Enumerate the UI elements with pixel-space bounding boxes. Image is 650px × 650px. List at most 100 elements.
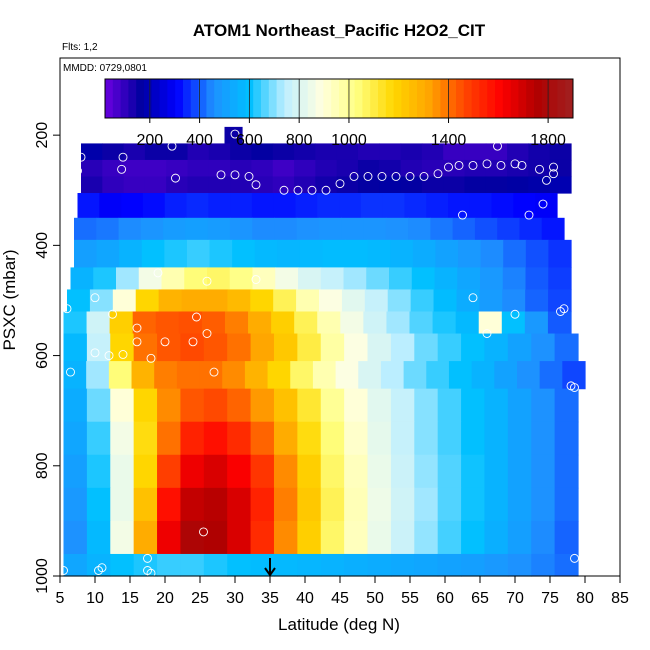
colorbar-segment [448, 79, 457, 118]
heatmap-cell [554, 553, 579, 577]
heatmap-cell [86, 421, 111, 456]
heatmap-cell [461, 520, 486, 555]
heatmap-cell [273, 388, 298, 423]
heatmap-cell [410, 289, 435, 313]
heatmap-cell [562, 361, 586, 390]
y-axis-label: PSXC (mbar) [0, 249, 19, 350]
heatmap-cell [390, 421, 415, 456]
heatmap-cell [464, 143, 487, 161]
observation-point [192, 312, 201, 322]
heatmap-cell [296, 289, 320, 313]
heatmap-cell [340, 311, 364, 335]
colorbar-segment [339, 79, 348, 118]
heatmap-cell [227, 388, 252, 423]
heatmap-cell [116, 267, 140, 291]
colorbar-segment [354, 79, 363, 118]
colorbar-segment [268, 79, 278, 118]
heatmap-cell [250, 454, 275, 489]
heatmap-cell [528, 159, 551, 178]
heatmap-cell [426, 361, 450, 390]
observation-point [90, 348, 100, 358]
heatmap-cell [290, 361, 314, 390]
heatmap-cell [387, 289, 412, 313]
heatmap-cell [123, 159, 146, 178]
colorbar-segment [261, 79, 270, 118]
heatmap-cell [74, 239, 98, 269]
heatmap-cell [77, 193, 100, 219]
heatmap-cell [379, 176, 402, 194]
heatmap-cell [502, 289, 526, 313]
latitude-marker-arrow [264, 558, 276, 577]
heatmap-cell [164, 239, 188, 269]
heatmap-cell [364, 289, 389, 313]
heatmap-cell [531, 388, 556, 423]
heatmap-cell [180, 421, 205, 456]
heatmap-cell [184, 267, 208, 291]
heatmap-cell [108, 361, 133, 390]
heatmap-cell [461, 333, 486, 362]
y-tick-label: 1000 [34, 558, 51, 594]
heatmap-cell [224, 311, 249, 335]
heatmap-cell [409, 311, 434, 335]
heatmap-cell [185, 217, 209, 241]
heatmap-cell [227, 421, 252, 456]
heatmap-cell [554, 487, 579, 522]
heatmap-cell [315, 176, 338, 194]
observation-point [132, 337, 142, 347]
observation-point [143, 553, 152, 563]
observation-point [279, 185, 289, 195]
heatmap-cell [390, 239, 414, 269]
heatmap-cell [132, 311, 157, 335]
heatmap-cell [203, 333, 228, 362]
heatmap-cell [549, 159, 572, 178]
heatmap-cell [437, 388, 462, 423]
observation-points [59, 129, 579, 578]
heatmap-cell [367, 333, 392, 362]
heatmap-cell [294, 159, 316, 178]
colorbar-tick-label: 600 [236, 132, 263, 149]
heatmap-cell [89, 289, 114, 313]
heatmap-cell [531, 553, 556, 577]
heatmap-cell [554, 388, 579, 423]
heatmap-cell [507, 421, 532, 456]
colorbar-segment [346, 79, 356, 118]
colorbar-segment [307, 79, 317, 118]
heatmap-cell [252, 267, 276, 291]
colorbar-segment [105, 79, 114, 118]
heatmap-cell [344, 553, 369, 577]
observation-point [496, 161, 506, 170]
heatmap-cell [178, 311, 203, 335]
heatmap-cell [437, 487, 462, 522]
observation-point [167, 141, 177, 151]
heatmap-cell [414, 421, 439, 456]
heatmap-cell [277, 239, 301, 269]
observation-point [335, 179, 345, 189]
heatmap-cell [63, 361, 87, 390]
heatmap-cell [344, 388, 369, 423]
heatmap-cell [272, 176, 295, 194]
heatmap-cell [507, 176, 529, 194]
observation-point [230, 170, 240, 180]
heatmap-cell [296, 217, 320, 241]
marker-head [264, 567, 276, 577]
heatmap-cell [180, 487, 205, 522]
heatmap-cell [507, 143, 529, 161]
heatmap-cell [273, 193, 297, 219]
observation-point [251, 180, 261, 190]
heatmap-cell [519, 217, 543, 241]
x-tick-label: 10 [86, 590, 104, 607]
colorbar-segment [159, 79, 168, 118]
heatmap-cell [271, 311, 295, 335]
observation-point [160, 337, 170, 347]
heatmap-cell [501, 311, 526, 335]
heatmap-cell [298, 267, 322, 291]
heatmap-cell [251, 193, 275, 219]
heatmap-cell [363, 217, 387, 241]
heatmap-cell [186, 193, 209, 219]
heatmap-cell [251, 143, 274, 161]
heatmap-cell [294, 176, 316, 194]
observation-point [104, 351, 114, 361]
observation-point [542, 175, 551, 185]
observation-point [556, 307, 565, 316]
heatmap-cell [208, 193, 231, 219]
